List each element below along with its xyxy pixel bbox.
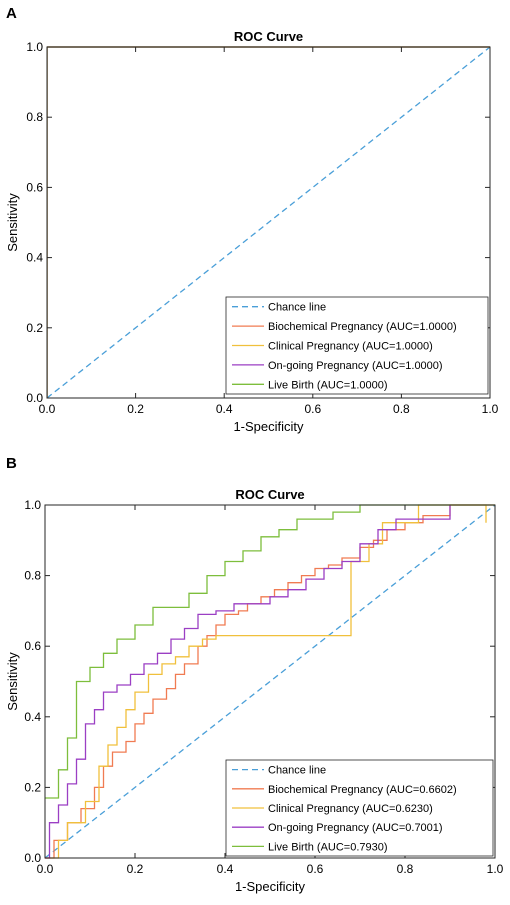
axes-frame: [44, 504, 496, 859]
chart-title: ROC Curve: [234, 29, 303, 44]
x-tick-label: 0.0: [37, 862, 54, 876]
series-line-0: [45, 504, 496, 859]
y-tick-label: 0.2: [24, 780, 41, 794]
legend-entry-0: Chance line: [268, 302, 326, 314]
x-tick-label: 0.2: [127, 402, 144, 416]
y-tick-label: 0.4: [26, 251, 43, 265]
y-axis-label: Sensitivity: [5, 652, 20, 711]
roc-panel-a: A ROC Curve 0.0 0.2 0.4 0.6 0.8 1.0 0.0 0.2 0.4 0.6…: [5, 5, 499, 434]
series-line-4: [45, 504, 495, 799]
x-tick-label: 1.0: [487, 862, 504, 876]
legend-entry-4: Live Birth (AUC=0.7930): [268, 841, 388, 853]
y-tick-label: 0.6: [24, 639, 41, 653]
legend-entry-2: Clinical Pregnancy (AUC=1.0000): [268, 341, 433, 353]
x-tick-label: 0.6: [304, 402, 321, 416]
y-tick-label: 0.0: [24, 851, 41, 865]
series-line-3: [45, 505, 451, 859]
y-tick-label: 0.6: [26, 180, 43, 194]
legend-entry-3: On-going Pregnancy (AUC=1.0000): [268, 360, 443, 372]
panel-letter: A: [6, 5, 17, 22]
legend: Chance line Biochemical Pregnancy (AUC=1.…: [225, 296, 489, 395]
legend-entry-4: Live Birth (AUC=1.0000): [268, 379, 388, 391]
panel-letter: B: [6, 455, 17, 472]
legend-entry-0: Chance line: [268, 765, 326, 777]
x-axis-label: 1-Specificity: [233, 419, 304, 434]
y-tick-label: 0.8: [26, 110, 43, 124]
legend-box: [225, 296, 489, 395]
x-tick-label: 1.0: [482, 402, 499, 416]
series-group: [45, 504, 496, 859]
legend-entry-1: Biochemical Pregnancy (AUC=1.0000): [268, 321, 457, 333]
series-line-2: [45, 504, 487, 859]
y-tick-label: 0.2: [26, 321, 43, 335]
x-tick-label: 0.4: [216, 402, 233, 416]
legend-box: [225, 759, 494, 857]
x-tick-label: 0.2: [127, 862, 144, 876]
y-tick-label: 0.0: [26, 391, 43, 405]
legend-entry-3: On-going Pregnancy (AUC=0.7001): [268, 822, 443, 834]
y-tick-label: 0.8: [24, 569, 41, 583]
y-tick-label: 1.0: [24, 498, 41, 512]
legend: Chance line Biochemical Pregnancy (AUC=0.…: [225, 759, 494, 857]
axes-frame: [46, 46, 491, 399]
x-tick-label: 0.8: [393, 402, 410, 416]
x-tick-label: 0.8: [397, 862, 414, 876]
series-line-1: [45, 504, 495, 859]
x-tick-label: 0.0: [39, 402, 56, 416]
legend-entry-2: Clinical Pregnancy (AUC=0.6230): [268, 803, 433, 815]
legend-entry-1: Biochemical Pregnancy (AUC=0.6602): [268, 784, 457, 796]
x-tick-label: 0.4: [217, 862, 234, 876]
series-line-0: [47, 46, 491, 399]
y-tick-label: 0.4: [24, 710, 41, 724]
y-axis-label: Sensitivity: [5, 193, 20, 252]
x-tick-label: 0.6: [307, 862, 324, 876]
roc-panel-b: B ROC Curve 0.0 0.2 0.4 0.6 0.8 1.0 0.0 0.2 0.4 0.6…: [5, 455, 504, 894]
chart-title: ROC Curve: [235, 487, 304, 502]
y-tick-label: 1.0: [26, 40, 43, 54]
x-axis-label: 1-Specificity: [235, 879, 306, 894]
